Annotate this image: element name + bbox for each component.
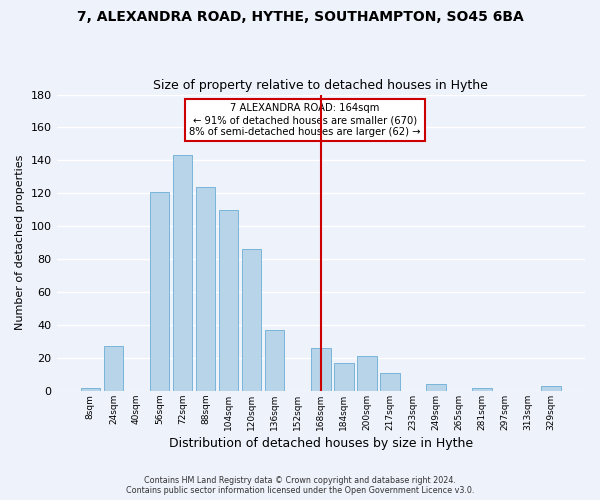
Bar bbox=[472, 388, 492, 391]
Bar bbox=[104, 346, 123, 391]
Bar bbox=[541, 386, 561, 391]
Bar bbox=[219, 210, 238, 391]
Text: 7 ALEXANDRA ROAD: 164sqm
← 91% of detached houses are smaller (670)
8% of semi-d: 7 ALEXANDRA ROAD: 164sqm ← 91% of detach… bbox=[189, 104, 421, 136]
Y-axis label: Number of detached properties: Number of detached properties bbox=[15, 155, 25, 330]
Bar bbox=[426, 384, 446, 391]
Bar bbox=[311, 348, 331, 391]
Bar bbox=[357, 356, 377, 391]
Bar bbox=[265, 330, 284, 391]
Title: Size of property relative to detached houses in Hythe: Size of property relative to detached ho… bbox=[154, 79, 488, 92]
Bar bbox=[196, 187, 215, 391]
X-axis label: Distribution of detached houses by size in Hythe: Distribution of detached houses by size … bbox=[169, 437, 473, 450]
Bar bbox=[80, 388, 100, 391]
Bar bbox=[149, 192, 169, 391]
Bar bbox=[242, 250, 262, 391]
Bar bbox=[173, 156, 193, 391]
Text: Contains HM Land Registry data © Crown copyright and database right 2024.
Contai: Contains HM Land Registry data © Crown c… bbox=[126, 476, 474, 495]
Bar bbox=[380, 373, 400, 391]
Bar bbox=[334, 363, 353, 391]
Text: 7, ALEXANDRA ROAD, HYTHE, SOUTHAMPTON, SO45 6BA: 7, ALEXANDRA ROAD, HYTHE, SOUTHAMPTON, S… bbox=[77, 10, 523, 24]
